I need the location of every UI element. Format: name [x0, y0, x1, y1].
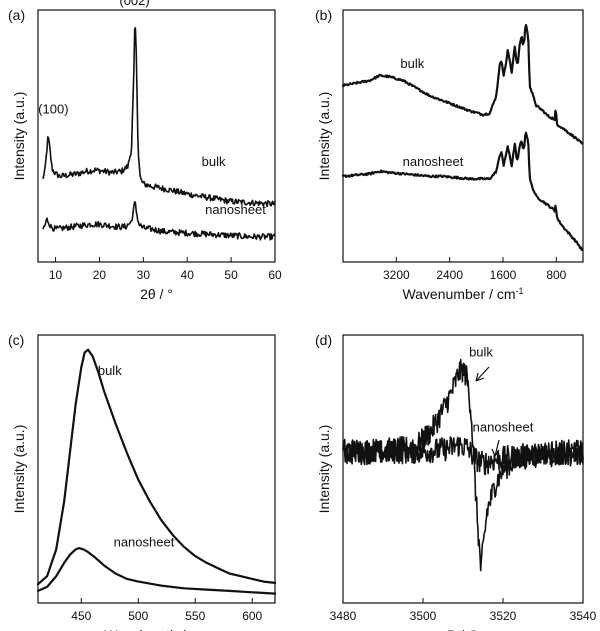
panel-label: (c) [8, 332, 24, 348]
annotation-nanosheet: nanosheet [114, 535, 175, 550]
bulk-arrow-icon [475, 366, 490, 382]
panel-b: (b) 3200 2400 1600 800 Wavenumber / cm-1 Inten… [315, 7, 584, 302]
panel-label: (a) [8, 7, 25, 23]
series-nanosheet [341, 131, 583, 251]
series-bulk [342, 358, 584, 572]
x-axis-label-superscript: -1 [516, 286, 524, 296]
x-tick-label: 3520 [490, 609, 517, 623]
x-tick-label: 3480 [330, 609, 357, 623]
panel-c: (c) 450 500 550 600 Wavelength / nm Intensity … [8, 332, 277, 631]
x-tick-label: 10 [49, 268, 63, 282]
annotation-100: (100) [38, 101, 68, 116]
series-bulk [42, 27, 276, 208]
x-tick-label: 3540 [570, 609, 597, 623]
panel-d: (d) 3480 3500 3520 3540 B / G Intensity (a.u.)… [315, 332, 597, 631]
nanosheet-arrow-icon [491, 439, 500, 457]
x-axis-label: Wavelength / nm [104, 627, 209, 631]
x-tick-label: 800 [546, 268, 566, 282]
annotation-bulk: bulk [98, 363, 122, 378]
x-tick-label: 40 [181, 268, 195, 282]
series-bulk [341, 23, 583, 145]
series-nanosheet [42, 201, 276, 241]
x-axis-label: 2θ / ° [140, 286, 173, 302]
y-axis-label: Intensity (a.u.) [316, 425, 332, 514]
x-tick-label: 2400 [436, 268, 463, 282]
plot-frame [37, 9, 276, 263]
panel-label: (b) [315, 7, 332, 23]
x-tick-label: 550 [185, 609, 205, 623]
plot-frame [342, 334, 584, 604]
x-tick-label: 600 [242, 609, 262, 623]
plot-frame [342, 9, 584, 263]
y-axis-label: Intensity (a.u.) [11, 425, 27, 514]
x-tick-label: 450 [71, 609, 91, 623]
x-tick-label: 60 [268, 268, 282, 282]
annotation-bulk: bulk [202, 154, 226, 169]
x-tick-label: 20 [93, 268, 107, 282]
series-nanosheet [36, 547, 277, 595]
annotation-002: (002) [119, 0, 149, 8]
annotation-nanosheet: nanosheet [403, 154, 464, 169]
annotation-nanosheet: nanosheet [473, 419, 534, 434]
y-axis-label: Intensity (a.u.) [11, 92, 27, 181]
panel-label: (d) [315, 332, 332, 348]
x-tick-label: 50 [224, 268, 238, 282]
plot-frame [37, 334, 276, 604]
series-nanosheet [342, 436, 584, 476]
x-axis-label: Wavenumber / cm-1 [402, 286, 523, 302]
annotation-nanosheet: nanosheet [205, 202, 266, 217]
x-tick-label: 3500 [410, 609, 437, 623]
panel-a: (a) 10 20 30 40 50 60 2θ / ° Intensity (a.u.) (10… [8, 0, 282, 302]
x-tick-label: 3200 [383, 268, 410, 282]
y-axis-label: Intensity (a.u.) [316, 92, 332, 181]
annotation-bulk: bulk [469, 344, 493, 359]
series-bulk [36, 348, 277, 586]
x-tick-label: 1600 [490, 268, 517, 282]
annotation-bulk: bulk [400, 56, 424, 71]
x-tick-label: 30 [137, 268, 151, 282]
x-axis-label: B / G [447, 627, 479, 631]
x-tick-label: 500 [128, 609, 148, 623]
